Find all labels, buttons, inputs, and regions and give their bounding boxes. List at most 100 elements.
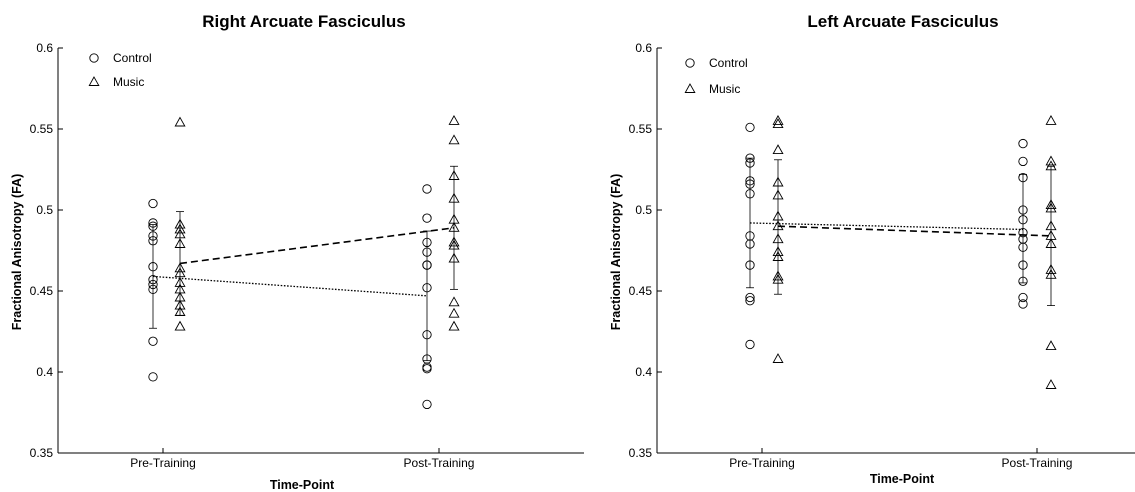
data-point-control (148, 336, 158, 346)
y-tick-label: 0.35 (629, 446, 653, 460)
legend-marker-circle (685, 58, 695, 68)
y-tick-label: 0.45 (629, 284, 653, 298)
data-point-control (148, 372, 158, 382)
data-point-music (448, 114, 460, 125)
data-point-control (1018, 276, 1028, 286)
data-point-music (174, 320, 186, 331)
data-point-music (174, 262, 186, 273)
data-point-music (448, 236, 460, 247)
data-point-control (422, 399, 432, 410)
y-tick-label: 0.35 (30, 446, 54, 460)
legend-entry: Control (89, 51, 152, 65)
data-point-control (745, 153, 755, 163)
plot-area: 0.35 0.4 0.45 0.5 0.55 0.6 Pre-Training Post-Tr… (30, 41, 584, 470)
data-point-control (1018, 138, 1028, 149)
data-point-control (1018, 292, 1028, 303)
data-point-music (174, 228, 186, 239)
data-point-music (174, 116, 186, 127)
data-point-music (1045, 340, 1057, 351)
data-point-control (422, 364, 432, 374)
data-point-music (1045, 114, 1057, 125)
data-point-music (174, 267, 186, 278)
data-point-music (174, 223, 186, 234)
legend-marker-triangle (684, 83, 696, 93)
data-point-control (1018, 228, 1028, 238)
data-point-control (148, 231, 158, 241)
data-point-control (745, 179, 755, 189)
data-point-music (772, 114, 784, 125)
data-point-music (448, 296, 460, 307)
data-point-control (1018, 242, 1028, 252)
mean-line (777, 225, 1052, 237)
data-point-music (772, 251, 784, 261)
legend-entry: Control (685, 56, 748, 70)
data-point-control (148, 279, 158, 290)
data-point-control (148, 262, 158, 272)
mean-line (749, 222, 1024, 231)
data-point-control (422, 283, 432, 293)
legend-label: Control (709, 56, 748, 70)
y-axis-label: Fractional Anisotropy (FA) (609, 174, 623, 331)
legend-entry: Music (88, 75, 144, 89)
y-tick-label: 0.4 (36, 365, 53, 379)
data-point-control (422, 260, 432, 270)
data-point-music (448, 239, 460, 250)
series-control (148, 184, 432, 410)
right-arcuate-panel: Right Arcuate Fasciculus Time-Point Frac… (10, 12, 584, 492)
data-point-music (772, 273, 784, 284)
data-point-music (1045, 160, 1057, 171)
data-point-control (745, 296, 755, 306)
data-point-control (422, 237, 432, 248)
data-point-music (174, 238, 186, 248)
legend-marker-circle (89, 53, 99, 63)
data-point-control (1018, 205, 1028, 215)
data-point-music (448, 221, 460, 232)
data-point-music (1045, 238, 1057, 248)
data-point-music (772, 246, 784, 257)
data-point-control (1018, 172, 1028, 183)
data-point-control (745, 239, 755, 249)
data-point-music (448, 134, 460, 145)
data-point-music (772, 353, 784, 363)
data-point-music (772, 220, 784, 231)
data-point-music (772, 233, 784, 244)
legend-label: Control (113, 51, 152, 65)
series-music (174, 114, 460, 331)
data-point-control (745, 339, 755, 350)
series-control (745, 122, 1028, 350)
data-point-control (745, 292, 755, 303)
data-point-control (1018, 215, 1028, 225)
legend-label: Music (113, 75, 144, 89)
y-tick-label: 0.45 (30, 284, 54, 298)
y-tick-label: 0.55 (30, 122, 54, 136)
data-point-control (148, 284, 158, 295)
data-point-music (772, 270, 784, 281)
data-point-music (448, 192, 460, 203)
data-point-music (448, 252, 460, 263)
data-point-control (745, 158, 755, 168)
data-point-control (745, 122, 755, 133)
left-arcuate-panel: Left Arcuate Fasciculus Time-Point Fract… (609, 12, 1135, 486)
data-point-control (148, 275, 158, 285)
y-tick-label: 0.55 (629, 122, 653, 136)
x-tick-label: Post-Training (404, 456, 475, 470)
x-axis-label: Time-Point (270, 478, 335, 492)
data-point-music (772, 176, 784, 187)
y-tick-label: 0.6 (36, 41, 53, 55)
chart-title: Right Arcuate Fasciculus (202, 12, 405, 31)
legend-marker-triangle (88, 76, 100, 86)
series-music (772, 114, 1057, 389)
y-tick-label: 0.5 (635, 203, 652, 217)
data-point-music (772, 118, 784, 129)
x-axis-label: Time-Point (870, 472, 935, 486)
y-tick-label: 0.4 (635, 365, 652, 379)
data-point-music (1045, 268, 1057, 279)
mean-line (152, 275, 428, 297)
data-point-control (1018, 299, 1028, 309)
data-point-control (1018, 260, 1028, 270)
plot-area: 0.35 0.4 0.45 0.5 0.55 0.6 Pre-Training Post-Tr… (629, 41, 1135, 470)
data-point-music (1045, 220, 1057, 231)
data-point-control (1018, 156, 1028, 167)
data-point-music (448, 307, 460, 318)
